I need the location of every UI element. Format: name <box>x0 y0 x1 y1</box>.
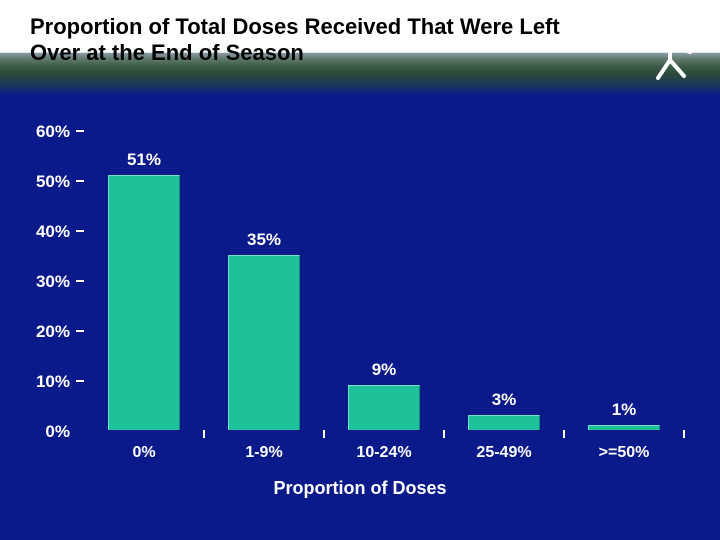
bar <box>108 175 180 430</box>
slide-title: Proportion of Total Doses Received That … <box>30 14 590 66</box>
bar <box>468 415 540 430</box>
slide: Proportion of Total Doses Received That … <box>0 0 720 540</box>
bar-value-label: 9% <box>324 360 444 380</box>
y-tick-label: 0% <box>24 422 70 442</box>
bar-value-label: 1% <box>564 400 684 420</box>
bar-value-label: 35% <box>204 230 324 250</box>
y-tick-mark <box>76 130 84 132</box>
plot-region: 51% 35% 9% 3% 1% <box>84 130 684 430</box>
x-tick-mark <box>203 430 205 438</box>
x-tick-label: 10-24% <box>324 444 444 462</box>
x-tick-mark <box>683 430 685 438</box>
x-tick-label: 25-49% <box>444 444 564 462</box>
y-tick-mark <box>76 180 84 182</box>
bar <box>348 385 420 430</box>
y-tick-label: 20% <box>24 322 70 342</box>
x-tick-label: >=50% <box>564 444 684 462</box>
y-tick-label: 40% <box>24 222 70 242</box>
x-tick-mark <box>443 430 445 438</box>
y-tick-mark <box>76 230 84 232</box>
x-axis-title: Proportion of Doses <box>0 478 720 499</box>
bar <box>228 255 300 430</box>
y-tick-mark <box>76 280 84 282</box>
bar-value-label: 51% <box>84 150 204 170</box>
x-tick-label: 1-9% <box>204 444 324 462</box>
x-axis-ticks <box>84 430 684 440</box>
bar-value-label: 3% <box>444 390 564 410</box>
y-tick-mark <box>76 380 84 382</box>
y-tick-mark <box>76 330 84 332</box>
x-tick-mark <box>323 430 325 438</box>
x-tick-mark <box>563 430 565 438</box>
y-tick-label: 10% <box>24 372 70 392</box>
y-tick-label: 50% <box>24 172 70 192</box>
chart-area: 60% 50% 40% 30% 20% 10% 0% 51% 35% 9% <box>0 110 720 530</box>
x-tick-label: 0% <box>84 444 204 462</box>
y-tick-label: 30% <box>24 272 70 292</box>
y-tick-label: 60% <box>24 122 70 142</box>
person-icon <box>640 22 700 82</box>
